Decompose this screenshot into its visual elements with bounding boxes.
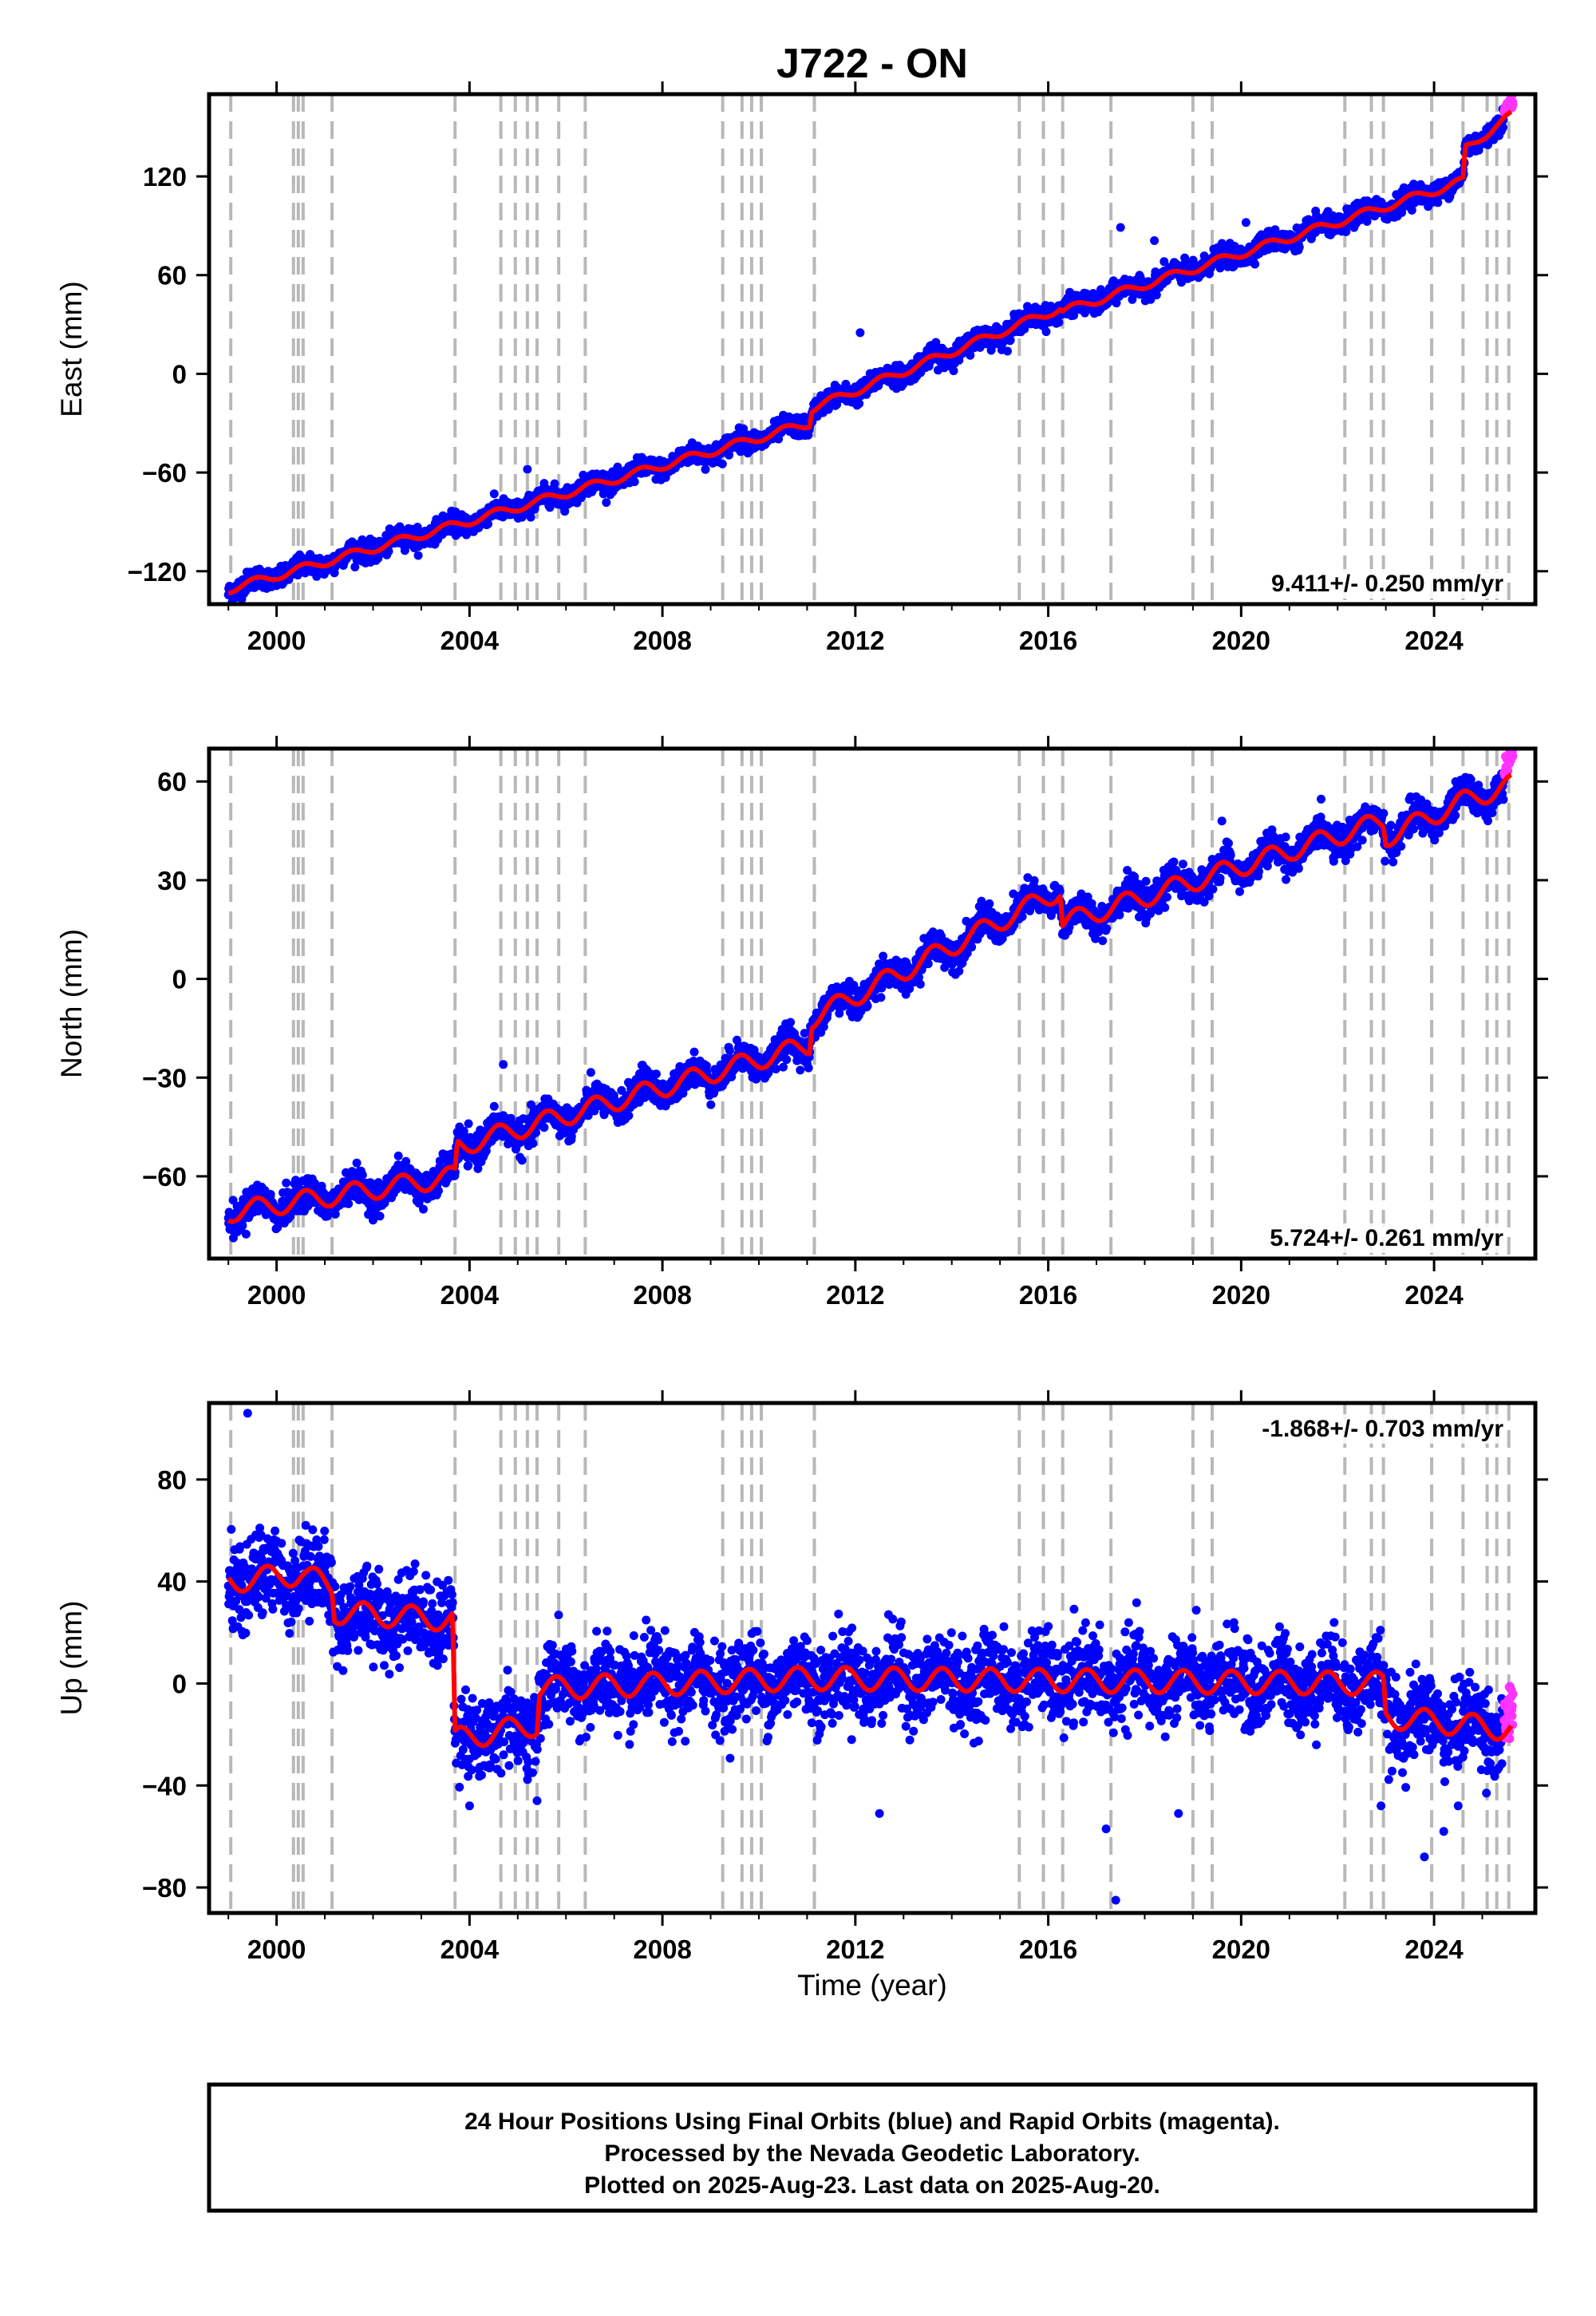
- east-x-tick-label: 2016: [1019, 626, 1077, 655]
- east-y-tick-label: −60: [142, 458, 187, 488]
- east-y-tick-label: 60: [157, 261, 187, 290]
- east-y-tick-label: 0: [172, 359, 187, 389]
- north-final-point: [393, 1151, 403, 1160]
- east-plot-area: [223, 94, 1518, 604]
- east-final-point: [1116, 223, 1125, 232]
- north-final-point: [464, 1119, 473, 1128]
- east-final-point: [717, 459, 727, 468]
- north-final-point: [528, 1139, 538, 1148]
- north-final-point: [434, 1186, 443, 1196]
- east-x-tick-label: 2000: [247, 626, 306, 655]
- east-rapid-point: [1508, 100, 1518, 109]
- east-final-point: [400, 546, 409, 555]
- north-final-point: [238, 1221, 247, 1231]
- north-final-point: [358, 1170, 367, 1180]
- east-final-point: [630, 477, 639, 487]
- east-x-tick-label: 2020: [1212, 626, 1270, 655]
- east-final-point: [484, 520, 493, 528]
- east-final-point: [855, 328, 865, 338]
- east-final-point: [523, 464, 532, 474]
- north-final-point: [624, 1111, 634, 1120]
- north-final-point: [419, 1204, 428, 1214]
- north-final-point: [464, 1160, 473, 1170]
- chart-title: J722 - ON: [776, 41, 968, 87]
- east-final-point: [1241, 218, 1250, 227]
- north-final-point: [539, 1123, 549, 1132]
- east-x-tick-label: 2008: [633, 626, 691, 655]
- north-final-point: [352, 1158, 361, 1168]
- east-final-point: [1005, 335, 1015, 345]
- east-final-point: [855, 399, 864, 409]
- east-model-line: [227, 109, 1513, 596]
- north-final-point: [344, 1199, 354, 1208]
- north-final-point: [241, 1229, 251, 1239]
- east-final-point: [350, 563, 360, 571]
- east-y-axis-label: East (mm): [55, 281, 88, 417]
- east-final-point: [602, 498, 611, 508]
- north-final-point: [689, 1047, 699, 1057]
- east-final-point: [1150, 236, 1159, 245]
- north-final-point: [517, 1156, 527, 1165]
- north-plot-area: [223, 749, 1518, 1259]
- east-y-tick-label: 120: [143, 162, 187, 192]
- east-final-point: [385, 524, 394, 534]
- east-x-tick-label: 2004: [440, 626, 500, 655]
- east-final-point: [550, 479, 559, 488]
- east-final-point: [413, 551, 423, 560]
- east-final-point: [1041, 327, 1051, 337]
- north-final-point: [651, 1069, 661, 1079]
- north-final-point: [375, 1211, 385, 1221]
- east-final-point: [701, 464, 710, 474]
- north-panel: 2000 2004 2008 2012 2016 2020 2024−60−3003060N…: [55, 736, 1548, 1310]
- east-final-point: [489, 489, 499, 499]
- east-final-point: [384, 547, 393, 556]
- north-final-point: [586, 1068, 595, 1077]
- east-final-point: [545, 503, 555, 512]
- east-final-point: [560, 507, 570, 516]
- east-x-tick-label: 2012: [826, 626, 884, 655]
- east-final-point: [1294, 243, 1304, 252]
- east-final-point: [1250, 259, 1260, 269]
- east-final-point: [613, 462, 622, 472]
- east-final-point: [1054, 318, 1064, 327]
- east-panel: 2000 2004 2008 2012 2016 2020 2024 −120 −60 0 60 12…: [55, 81, 1548, 655]
- east-y-tick-label: −120: [128, 557, 187, 587]
- north-final-point: [266, 1190, 275, 1199]
- east-final-point: [1003, 346, 1012, 356]
- east-final-point: [330, 568, 339, 578]
- east-x-tick-label: 2024: [1404, 626, 1464, 655]
- north-final-point: [489, 1101, 499, 1111]
- east-rate-label: 9.411+/- 0.250 mm/yr: [1271, 571, 1503, 597]
- east-final-point: [949, 366, 958, 376]
